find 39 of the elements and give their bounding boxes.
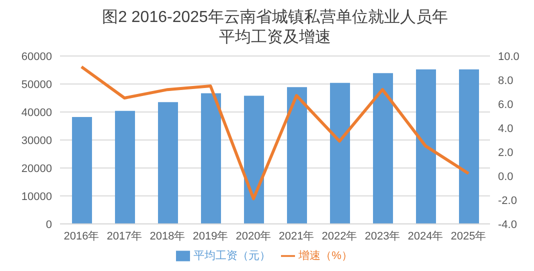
y2-tick-label: 6.0 — [498, 98, 514, 111]
bar — [459, 69, 479, 224]
y2-tick-label: 10.0 — [498, 50, 520, 63]
x-tick-label: 2019年 — [192, 230, 228, 243]
y-tick-label: 0 — [46, 218, 52, 231]
y-tick-label: 50000 — [21, 78, 52, 91]
bar — [115, 110, 135, 224]
bar — [373, 73, 393, 224]
x-tick-label: 2025年 — [450, 230, 486, 243]
bar — [416, 69, 436, 224]
bar — [158, 102, 178, 224]
x-tick-label: 2021年 — [278, 230, 314, 243]
bar — [330, 82, 350, 224]
y2-tick-label: 4.0 — [498, 122, 514, 135]
x-tick-label: 2018年 — [150, 230, 186, 243]
y-tick-label: 30000 — [21, 134, 52, 147]
bar — [72, 117, 92, 224]
x-tick-label: 2024年 — [408, 230, 444, 243]
y-tick-label: 60000 — [21, 50, 52, 63]
x-tick-label: 2022年 — [322, 230, 358, 243]
bar — [201, 93, 221, 224]
x-tick-label: 2020年 — [236, 230, 272, 243]
bar — [287, 87, 307, 224]
y-tick-label: 10000 — [21, 190, 52, 203]
y2-tick-label: -4.0 — [498, 218, 517, 231]
x-tick-label: 2016年 — [64, 230, 100, 243]
y2-tick-label: -2.0 — [498, 194, 517, 207]
y-tick-label: 40000 — [21, 106, 52, 119]
y2-tick-label: 0.0 — [498, 170, 514, 183]
legend-label: 增速（%） — [298, 250, 352, 262]
line-series — [80, 65, 470, 200]
legend-label: 平均工资（元） — [194, 250, 271, 262]
bar — [244, 96, 264, 224]
y-tick-label: 20000 — [21, 162, 52, 175]
y2-tick-label: 8.0 — [498, 74, 514, 87]
y2-tick-label: 2.0 — [498, 146, 514, 159]
chart-title: 图2 2016-2025年云南省城镇私营单位就业人员年平均工资及增速 — [101, 8, 449, 48]
x-tick-label: 2023年 — [364, 230, 400, 243]
x-tick-label: 2017年 — [106, 230, 142, 243]
